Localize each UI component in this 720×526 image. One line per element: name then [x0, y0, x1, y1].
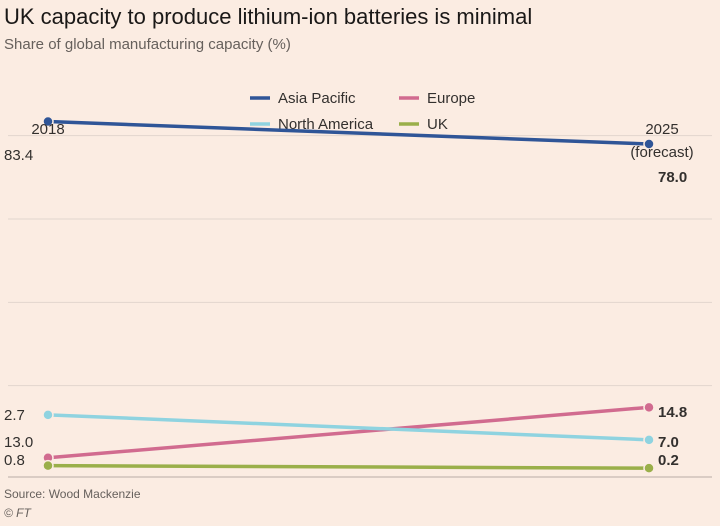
- data-label: 0.2: [658, 452, 679, 469]
- legend-label: UK: [427, 116, 448, 133]
- data-label: 0.8: [4, 452, 25, 469]
- series-line: [46, 463, 651, 470]
- x-axis-label: 2025: [645, 121, 678, 138]
- data-point: [42, 409, 54, 421]
- series-line: [46, 119, 651, 146]
- chart-title: UK capacity to produce lithium-ion batte…: [4, 4, 533, 29]
- data-label: 2.7: [4, 407, 25, 424]
- x-axis-label: 2018: [31, 121, 64, 138]
- gridlines: [8, 135, 712, 478]
- series-line: [46, 413, 651, 442]
- data-label: 78.0: [658, 169, 687, 186]
- x-axis-label: (forecast): [630, 144, 693, 161]
- legend-label: North America: [278, 116, 374, 133]
- legend-label: Europe: [427, 90, 475, 107]
- data-point: [643, 434, 655, 446]
- series-lines: [46, 119, 651, 470]
- x-axis-labels: 2018 2025 (forecast): [31, 121, 693, 161]
- source-note: Source: Wood Mackenzie: [4, 487, 141, 501]
- series-line: [46, 405, 651, 460]
- data-points: [42, 115, 655, 474]
- data-label: 13.0: [4, 434, 33, 451]
- data-point: [42, 459, 54, 472]
- legend: Asia Pacific Europe North America UK: [250, 90, 475, 133]
- data-point: [643, 462, 655, 474]
- credit: © FT: [4, 506, 31, 520]
- data-point: [42, 115, 54, 128]
- chart-subtitle: Share of global manufacturing capacity (…: [4, 36, 291, 53]
- data-label: 14.8: [658, 404, 687, 421]
- data-label: 7.0: [658, 434, 679, 451]
- data-labels: 83.4 78.0 2.7 14.8 13.0 7.0 0.8 0.2: [4, 147, 687, 469]
- data-point: [643, 401, 655, 414]
- data-point: [643, 138, 655, 150]
- legend-label: Asia Pacific: [278, 90, 356, 107]
- data-label: 83.4: [4, 147, 33, 164]
